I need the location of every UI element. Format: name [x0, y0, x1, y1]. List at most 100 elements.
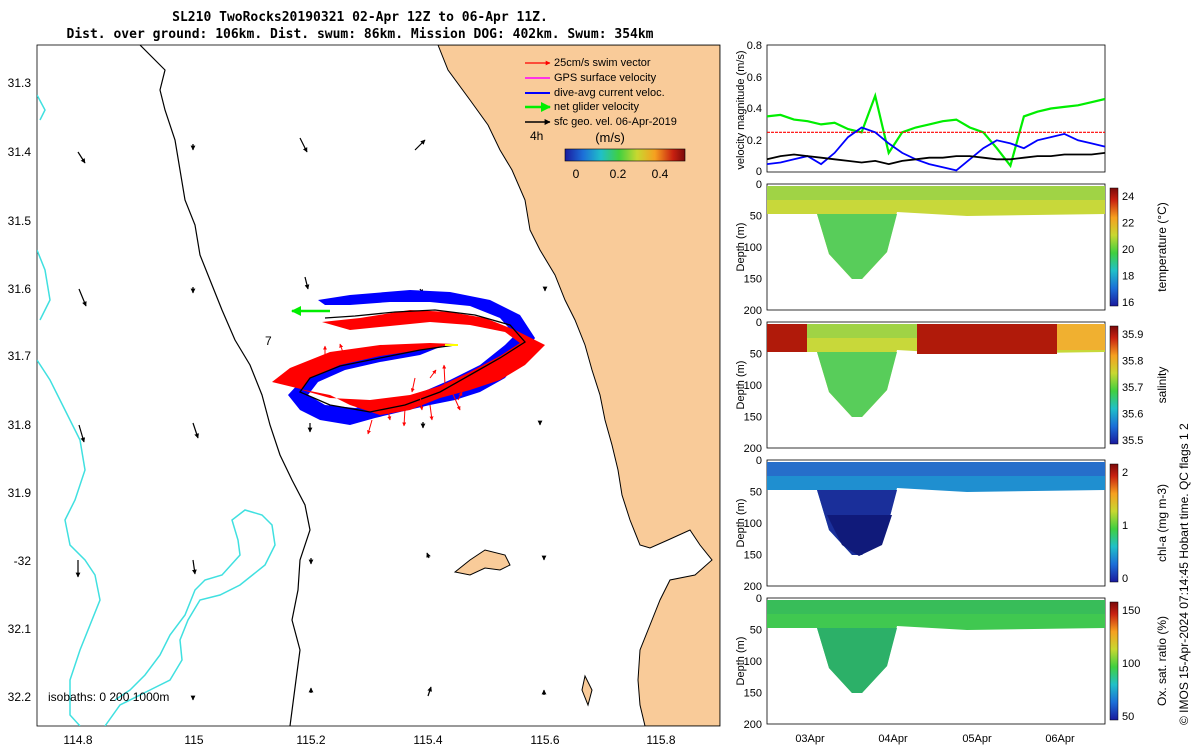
map-lat-ticks: 31.3 31.4 31.5 31.6 31.7 31.8 31.9 -32 3… [8, 76, 32, 704]
svg-text:GPS surface velocity: GPS surface velocity [554, 72, 657, 84]
sfc-geo-velocity-arrows [75, 137, 548, 701]
colorbar-tick: 35.5 [1122, 435, 1143, 447]
map-colorbar [564, 148, 686, 162]
colorbar-tick: 22 [1122, 218, 1134, 230]
section-data-core [817, 214, 897, 279]
lat-tick: 31.7 [8, 349, 32, 363]
velocity-ylabel: velocity magnitude (m/s) [735, 50, 747, 169]
section-ytick: 100 [744, 518, 762, 530]
velocity-ytick: 0.6 [747, 72, 762, 84]
lon-tick: 115.6 [530, 733, 559, 747]
legend-item-gps-velocity: GPS surface velocity [525, 72, 657, 84]
section-ytick: 50 [750, 349, 762, 361]
section-ytick: 150 [744, 550, 762, 562]
map-colorbar-tick: 0.2 [610, 167, 627, 181]
time-label-4h: 4h [530, 129, 543, 143]
dive-avg-current-band [288, 290, 535, 425]
section-ytick: 150 [744, 412, 762, 424]
colorbar-tick: 50 [1122, 711, 1134, 723]
section-data-surface [767, 186, 1105, 200]
section-ytick: 150 [744, 274, 762, 286]
chl-deep-core [827, 515, 892, 556]
section-ytick: 100 [744, 242, 762, 254]
time-axis: 03Apr 04Apr 05Apr 06Apr [795, 733, 1075, 745]
velocity-panel: 0.8 0.6 0.4 0.2 0 velocity magnitude (m/… [735, 40, 1106, 178]
glider-track-line [299, 309, 526, 413]
section-panel: 0 50 100 150 200 Depth (m) 0 1 2 chl-a (mg m-3) [735, 455, 1169, 593]
velocity-ytick: 0.8 [747, 40, 762, 52]
section-data-core [817, 352, 897, 417]
map-panel: 114.8 115 115.2 115.4 115.6 115.8 31.3 3… [8, 44, 721, 747]
section-colorbar [1109, 463, 1119, 583]
svg-text:net glider velocity: net glider velocity [554, 101, 639, 113]
lon-tick: 115 [184, 733, 203, 747]
section-data-surface [767, 600, 1105, 614]
section-ytick: 200 [744, 305, 762, 317]
section-ytick: 0 [756, 455, 762, 467]
swim-vector-band [272, 310, 545, 415]
section-ytick: 100 [744, 656, 762, 668]
section-colorbar [1109, 187, 1119, 307]
svg-text:dive-avg current veloc.: dive-avg current veloc. [554, 87, 665, 99]
colorbar-label: Ox. sat. ratio (%) [1155, 616, 1169, 706]
colorbar-tick: 24 [1122, 191, 1134, 203]
lat-tick: 31.5 [8, 214, 32, 228]
salinity-high-patch [917, 324, 1057, 354]
velocity-series-line [766, 126, 1106, 172]
lon-tick: 115.2 [296, 733, 325, 747]
legend-item-net-glider-velocity: net glider velocity [525, 101, 639, 113]
section-ytick: 0 [756, 179, 762, 191]
velocity-ytick: 0.4 [747, 103, 762, 115]
lat-tick: 31.4 [8, 145, 32, 159]
map-lon-ticks: 114.8 115 115.2 115.4 115.6 115.8 [63, 733, 675, 747]
lat-tick: 31.3 [8, 76, 32, 90]
island-garden [453, 549, 511, 576]
salinity-high-patch [767, 324, 807, 352]
credit-text: © IMOS 15-Apr-2024 07:14:45 Hobart time.… [1177, 423, 1191, 725]
section-panel: 0 50 100 150 200 Depth (m) 35.5 35.6 35.7 35.8 35.… [735, 317, 1169, 455]
plot-title-line-1: SL210 TwoRocks20190321 02-Apr 12Z to 06-… [172, 10, 548, 25]
colorbar-tick: 2 [1122, 467, 1128, 479]
section-ytick: 50 [750, 211, 762, 223]
map-colorbar-title: (m/s) [595, 130, 625, 145]
plot-title-line-2: Dist. over ground: 106km. Dist. swum: 86… [66, 27, 654, 42]
section-ylabel: Depth (m) [735, 361, 747, 410]
section-ylabel: Depth (m) [735, 637, 747, 686]
track-label-7: 7 [265, 334, 272, 348]
lat-tick: 32.2 [8, 690, 32, 704]
colorbar-tick: 35.9 [1122, 329, 1143, 341]
lon-tick: 115.4 [413, 733, 442, 747]
section-ytick: 200 [744, 581, 762, 593]
colorbar-tick: 150 [1122, 605, 1140, 617]
velocity-ytick: 0.2 [747, 135, 762, 147]
colorbar-tick: 16 [1122, 297, 1134, 309]
section-data-core [817, 628, 897, 693]
section-ytick: 150 [744, 688, 762, 700]
map-colorbar-tick: 0 [573, 167, 580, 181]
colorbar-tick: 35.6 [1122, 409, 1143, 421]
colorbar-tick: 20 [1122, 244, 1134, 256]
colorbar-tick: 0 [1122, 573, 1128, 585]
lat-tick: -32 [14, 554, 32, 568]
legend-item-dive-avg-current: dive-avg current veloc. [525, 87, 665, 99]
isobath-200m [139, 45, 311, 726]
lon-tick: 114.8 [63, 733, 92, 747]
colorbar-tick: 35.8 [1122, 356, 1143, 368]
lat-tick: 31.9 [8, 486, 32, 500]
colorbar-tick: 35.7 [1122, 382, 1143, 394]
section-ytick: 200 [744, 443, 762, 455]
section-data-surface [767, 462, 1105, 476]
lon-tick: 115.8 [646, 733, 675, 747]
section-colorbar [1109, 601, 1119, 721]
section-ytick: 0 [756, 593, 762, 605]
time-tick: 05Apr [962, 733, 992, 745]
time-tick: 04Apr [878, 733, 908, 745]
time-tick: 06Apr [1045, 733, 1075, 745]
svg-text:sfc geo. vel. 06-Apr-2019: sfc geo. vel. 06-Apr-2019 [554, 116, 677, 128]
section-ylabel: Depth (m) [735, 223, 747, 272]
legend-item-swim-vector: 25cm/s swim vector [525, 57, 651, 69]
swim-vectors [323, 343, 463, 435]
